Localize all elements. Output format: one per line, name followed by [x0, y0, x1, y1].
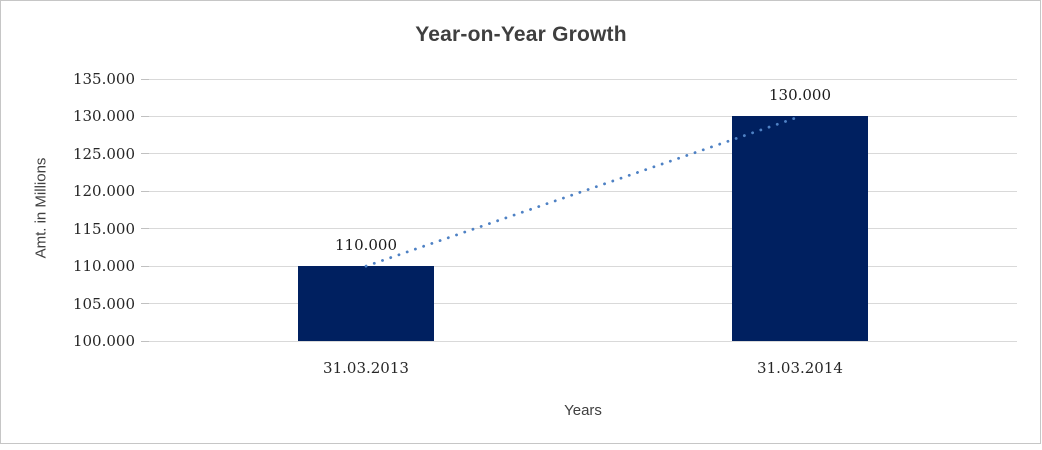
y-tick-label: 125.000: [72, 144, 135, 163]
data-label: 110.000: [334, 236, 398, 255]
data-label: 130.000: [768, 86, 832, 105]
plot-area: 135.000 130.000 125.000 120.000 115.000 110.0…: [73, 70, 1017, 377]
y-tick-label: 130.000: [72, 107, 135, 126]
gridline: [149, 78, 1017, 80]
y-tick-label: 110.000: [72, 257, 135, 276]
gridline: [149, 190, 1017, 192]
gridline: [149, 340, 1017, 342]
y-tick-mark: [141, 340, 149, 342]
bar: [298, 266, 434, 341]
gridline: [149, 303, 1017, 305]
y-tick-label: 100.000: [72, 332, 135, 350]
y-tick-mark: [141, 153, 149, 155]
y-tick-mark: [141, 303, 149, 305]
trend-line: [364, 115, 802, 268]
gridline: [149, 265, 1017, 267]
gridline: [149, 115, 1017, 117]
y-tick-mark: [141, 78, 149, 80]
category-label: 31.03.2013: [323, 359, 409, 377]
y-tick-label: 135.000: [72, 70, 135, 88]
y-tick-label: 120.000: [72, 182, 135, 201]
y-tick-mark: [141, 265, 149, 267]
y-tick-mark: [141, 115, 149, 117]
gridline: [149, 228, 1017, 230]
category-label: 31.03.2014: [757, 359, 843, 377]
y-axis-title: Amt. in Millions: [32, 157, 50, 259]
x-axis-title: Years: [564, 402, 602, 419]
y-tick-label: 105.000: [72, 294, 135, 313]
bar: [732, 116, 868, 341]
y-tick-mark: [141, 190, 149, 192]
y-tick-label: 115.000: [72, 219, 135, 238]
gridline: [149, 153, 1017, 155]
chart-title: Year-on-Year Growth: [415, 23, 627, 46]
y-tick-mark: [141, 228, 149, 230]
